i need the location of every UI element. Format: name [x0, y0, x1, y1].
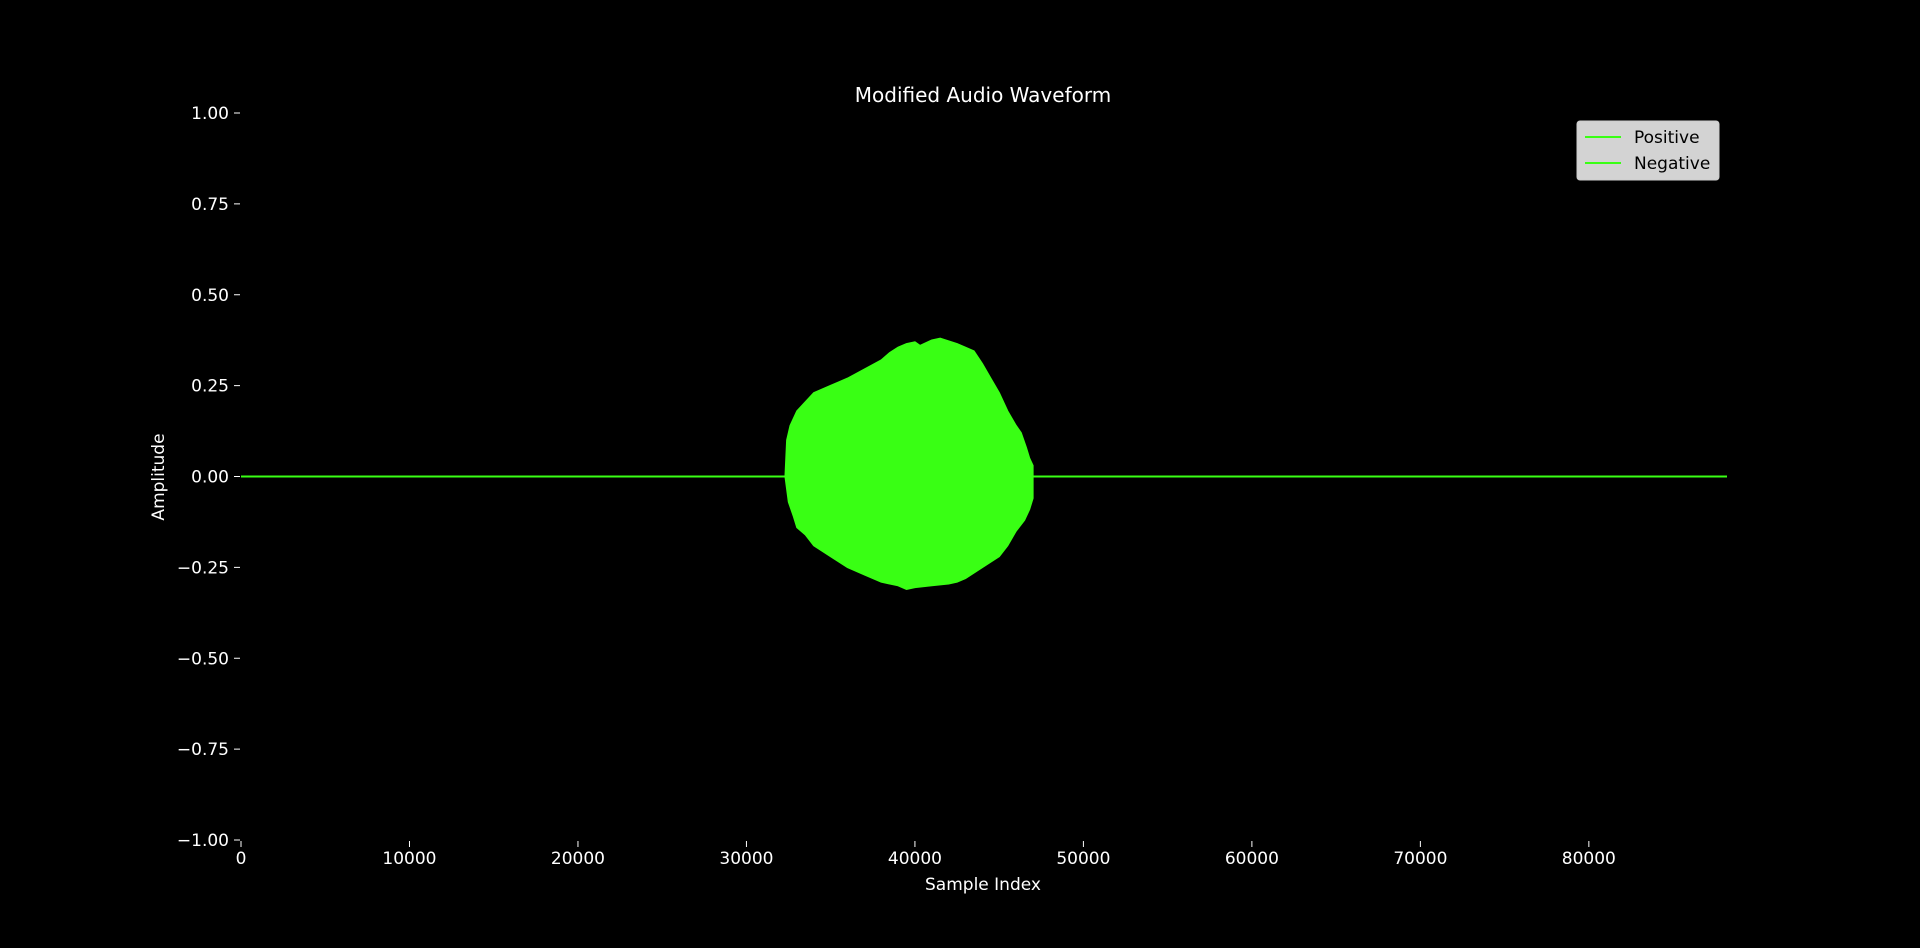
legend: Positive Negative: [1576, 120, 1720, 181]
x-axis-label: Sample Index: [925, 875, 1041, 895]
y-tick-label: 1.00: [191, 104, 229, 124]
series-area-positive: [241, 337, 1727, 478]
x-axis: 0 10000 20000 30000 40000 50000 60000 70000 8000…: [236, 841, 1616, 869]
x-tick-label: 0: [236, 849, 247, 869]
x-tick-label: 70000: [1393, 849, 1447, 869]
x-tick-label: 40000: [888, 849, 942, 869]
y-tick-label: 0.50: [191, 286, 229, 306]
x-tick-label: 10000: [382, 849, 436, 869]
x-tick-label: 50000: [1056, 849, 1110, 869]
chart-title: Modified Audio Waveform: [855, 83, 1111, 107]
legend-box: [1576, 120, 1720, 181]
y-tick-label: −1.00: [177, 831, 229, 851]
plot-area: [241, 337, 1727, 590]
series-area-negative: [241, 475, 1727, 590]
legend-label-positive: Positive: [1634, 128, 1700, 148]
x-tick-label: 60000: [1225, 849, 1279, 869]
x-tick-label: 20000: [551, 849, 605, 869]
y-tick-label: 0.00: [191, 468, 229, 488]
y-axis: 1.00 0.75 0.50 0.25 0.00 −0.25 −0.50 −0.75 −1.00: [177, 104, 240, 851]
y-tick-label: −0.75: [177, 740, 229, 760]
x-tick-label: 30000: [719, 849, 773, 869]
y-axis-label: Amplitude: [149, 433, 169, 520]
x-tick-label: 80000: [1562, 849, 1616, 869]
y-tick-label: 0.25: [191, 377, 229, 397]
legend-label-negative: Negative: [1634, 154, 1710, 174]
y-tick-label: −0.50: [177, 649, 229, 669]
y-tick-label: −0.25: [177, 558, 229, 578]
y-tick-label: 0.75: [191, 195, 229, 215]
